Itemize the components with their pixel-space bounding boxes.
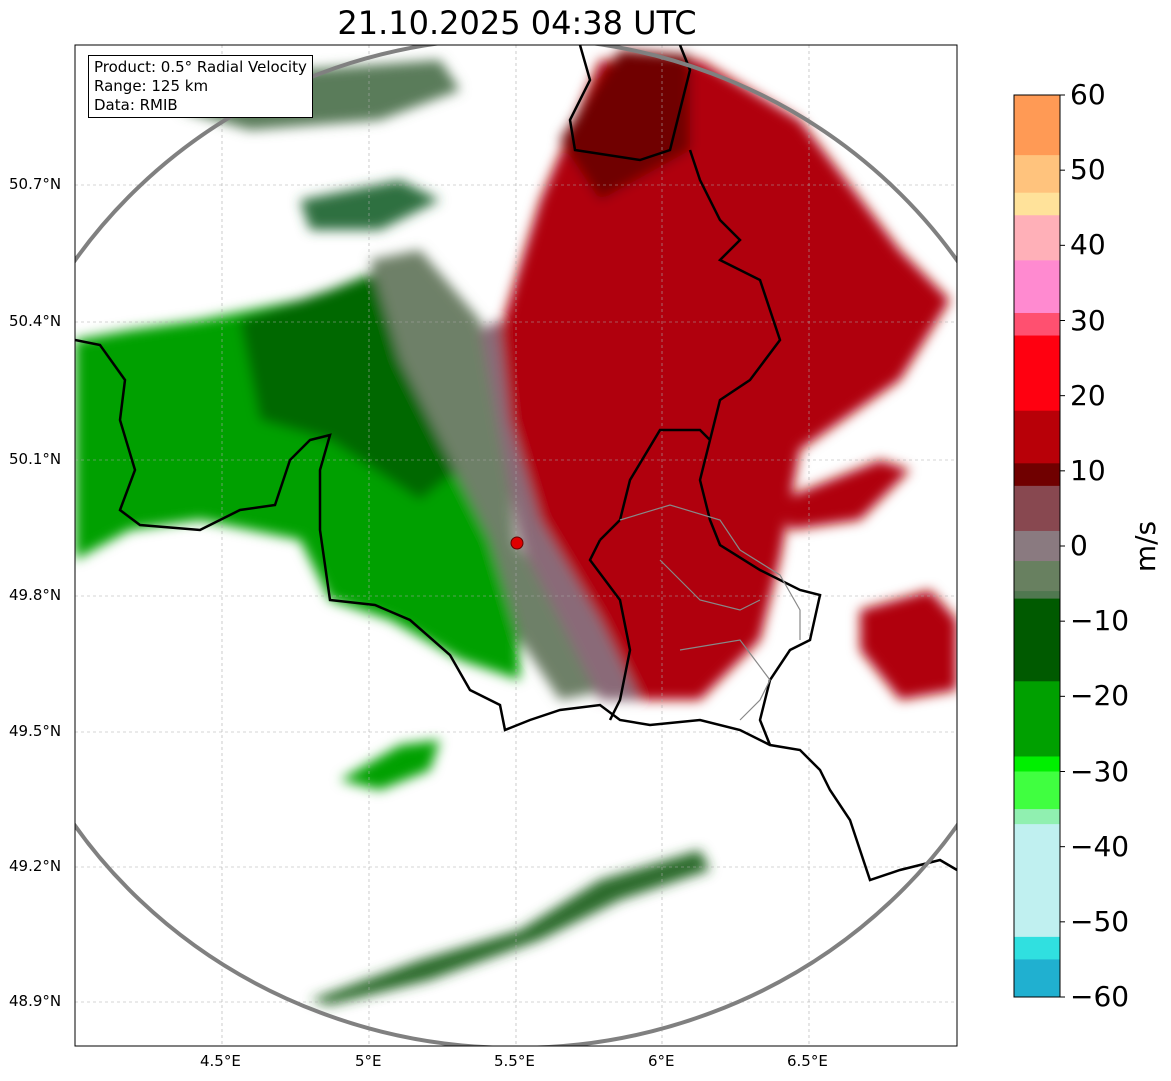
colorbar-tick-label: −50 (1070, 904, 1130, 938)
colorbar-segment (1014, 591, 1060, 600)
colorbar-segment (1014, 410, 1060, 464)
colorbar-segment (1014, 335, 1060, 412)
colorbar-segment (1014, 771, 1060, 810)
echo-north (300, 180, 440, 230)
lon-tick: 5°E (355, 1052, 382, 1070)
colorbar-segment (1014, 809, 1060, 825)
colorbar-segment (1014, 215, 1060, 261)
echo-band-southwest (340, 740, 440, 790)
lat-tick: 49.2°N (9, 857, 62, 875)
neutral-echo-pink (480, 320, 640, 700)
colorbar-segment (1014, 192, 1060, 216)
velocity-field (75, 50, 957, 1005)
colorbar-segment (1014, 959, 1060, 998)
receding-echo (500, 60, 950, 700)
colorbar (1013, 94, 1065, 998)
colorbar-tick-label: −30 (1070, 754, 1130, 788)
lon-tick: 6°E (648, 1052, 675, 1070)
info-box: Product: 0.5° Radial Velocity Range: 125… (88, 55, 313, 118)
colorbar-segment (1014, 824, 1060, 938)
lat-tick: 50.7°N (9, 175, 62, 193)
info-product: Product: 0.5° Radial Velocity (94, 58, 307, 76)
colorbar-tick-label: −20 (1070, 679, 1130, 713)
lon-tick: 4.5°E (200, 1052, 241, 1070)
colorbar-tick-label: 10 (1070, 453, 1106, 487)
colorbar-segment (1014, 260, 1060, 314)
radar-site-marker (510, 536, 524, 550)
info-data: Data: RMIB (94, 96, 178, 114)
colorbar-segment (1014, 561, 1060, 592)
approaching-echo-dark (240, 270, 470, 500)
colorbar-segment (1014, 936, 1060, 960)
colorbar-segment (1014, 312, 1060, 337)
colorbar-segment (1014, 598, 1060, 682)
map-title: 21.10.2025 04:38 UTC (337, 4, 697, 42)
province-border (619, 504, 801, 721)
lon-tick: 6.5°E (787, 1052, 828, 1070)
colorbar-tick-label: 40 (1070, 228, 1106, 262)
country-border-east (568, 45, 822, 746)
colorbar-segment (1014, 155, 1060, 194)
colorbar-tick-label: 50 (1070, 153, 1106, 187)
echo-band-south (310, 850, 710, 1005)
receding-echo-far (860, 590, 957, 700)
colorbar-label: m/s (1129, 520, 1163, 573)
lat-tick: 50.1°N (9, 450, 62, 468)
colorbar-segment (1014, 485, 1060, 532)
colorbar-tick-label: 0 (1070, 529, 1088, 562)
colorbar-tick-label: 30 (1070, 303, 1106, 337)
colorbar-tick-label: 20 (1070, 378, 1106, 412)
lat-tick: 49.5°N (9, 722, 62, 740)
colorbar-tick-label: −40 (1070, 829, 1130, 863)
colorbar-segment (1014, 756, 1060, 772)
receding-echo-east (780, 460, 910, 530)
lat-tick: 48.9°N (9, 992, 62, 1010)
lat-tick: 50.4°N (9, 312, 62, 330)
colorbar-segment (1014, 95, 1060, 156)
receding-echo-dark (560, 50, 690, 200)
info-range: Range: 125 km (94, 77, 209, 95)
colorbar-segment (1014, 463, 1060, 487)
colorbar-segment (1014, 530, 1060, 562)
map-frame (74, 44, 958, 1047)
colorbar-tick-label: 60 (1070, 78, 1106, 111)
colorbar-tick-label: −60 (1070, 980, 1130, 1013)
lat-tick: 49.8°N (9, 586, 62, 604)
country-border (75, 338, 957, 882)
lon-tick: 5.5°E (494, 1052, 535, 1070)
colorbar-tick-label: −10 (1070, 604, 1130, 638)
colorbar-segment (1014, 681, 1060, 757)
